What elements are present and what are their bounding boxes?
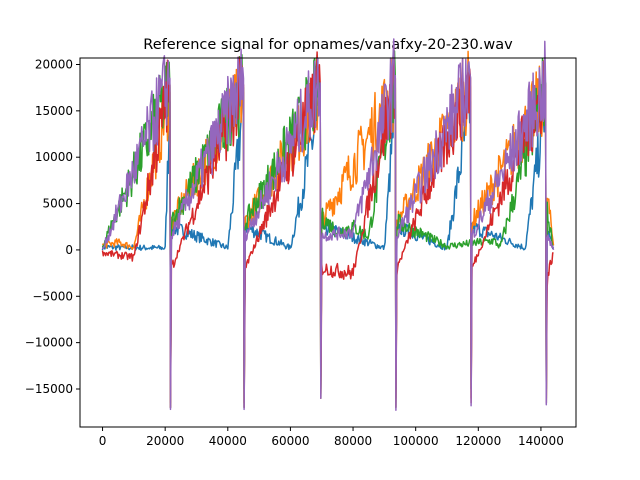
x-tick-label: 40000 xyxy=(209,434,247,448)
y-tick-label: −10000 xyxy=(25,336,73,350)
y-tick-label: 10000 xyxy=(35,150,73,164)
y-tick-label: −5000 xyxy=(32,289,73,303)
plot-area xyxy=(101,38,555,412)
x-axis: 0 20000 40000 60000 80000 100000 120000 140000 xyxy=(99,427,564,448)
y-tick-label: 20000 xyxy=(35,57,73,71)
x-tick-label: 140000 xyxy=(518,434,564,448)
x-tick-label: 0 xyxy=(99,434,107,448)
x-tick-label: 100000 xyxy=(393,434,439,448)
y-tick-label: 5000 xyxy=(42,197,73,211)
y-tick-label: 15000 xyxy=(35,104,73,118)
x-tick-label: 60000 xyxy=(271,434,309,448)
y-tick-label: 0 xyxy=(65,243,73,257)
x-tick-label: 80000 xyxy=(334,434,372,448)
chart-title: Reference signal for opnames/vanafxy-20-… xyxy=(143,37,513,53)
series-line-3 xyxy=(101,50,554,409)
x-tick-label: 20000 xyxy=(146,434,184,448)
axes-frame xyxy=(79,57,577,428)
y-axis: −15000 −10000 −5000 0 5000 10000 15000 20000 xyxy=(25,57,80,396)
series-line-2 xyxy=(101,50,555,404)
series-line-5 xyxy=(101,38,555,412)
y-tick-label: −15000 xyxy=(25,382,73,396)
x-tick-label: 120000 xyxy=(455,434,501,448)
series-line-4 xyxy=(101,44,554,409)
